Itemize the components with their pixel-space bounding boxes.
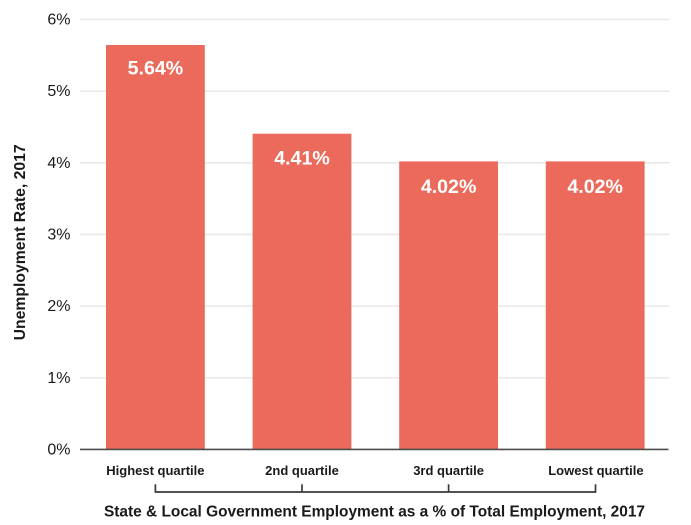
- svg-text:State & Local Government Emplo: State & Local Government Employment as a…: [104, 504, 645, 521]
- svg-text:4.41%: 4.41%: [274, 147, 330, 169]
- svg-text:3rd quartile: 3rd quartile: [413, 463, 484, 478]
- svg-text:3%: 3%: [47, 226, 70, 243]
- svg-text:4.02%: 4.02%: [567, 176, 623, 198]
- svg-text:4.02%: 4.02%: [421, 176, 477, 198]
- svg-text:5%: 5%: [47, 83, 70, 100]
- svg-text:Highest quartile: Highest quartile: [106, 463, 204, 478]
- svg-text:5.64%: 5.64%: [128, 57, 184, 79]
- svg-text:6%: 6%: [47, 12, 70, 29]
- svg-text:2%: 2%: [47, 298, 70, 315]
- svg-text:0%: 0%: [47, 441, 70, 458]
- svg-text:2nd quartile: 2nd quartile: [265, 463, 339, 478]
- svg-text:Unemployment Rate, 2017: Unemployment Rate, 2017: [12, 144, 29, 340]
- svg-text:1%: 1%: [47, 370, 70, 387]
- svg-text:4%: 4%: [47, 155, 70, 172]
- svg-text:Lowest quartile: Lowest quartile: [548, 463, 643, 478]
